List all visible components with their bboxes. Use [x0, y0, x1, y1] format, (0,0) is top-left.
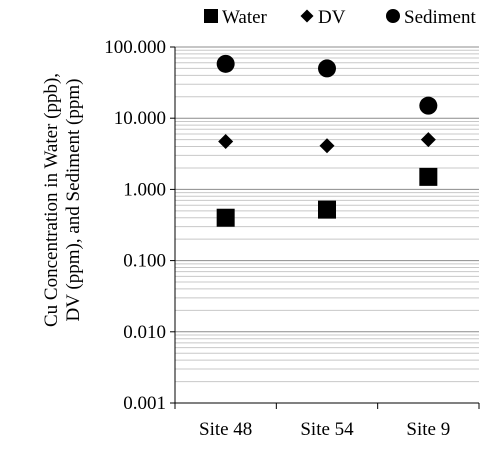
y-tick-label: 10.000: [114, 108, 166, 129]
data-marks: [216, 54, 438, 227]
x-tick-label: Site 9: [406, 419, 450, 440]
sediment-point: [419, 96, 438, 115]
y-tick-label: 100.000: [104, 37, 166, 58]
y-tick-label: 1.000: [123, 179, 166, 200]
water-point: [318, 200, 336, 219]
legend: Water DV Sediment: [204, 7, 476, 28]
water-point: [419, 167, 438, 186]
y-axis-title-line-1: Cu Concentration in Water (ppb),: [41, 73, 62, 327]
tick-labels: 100.000 10.000 1.000 0.100 0.010 0.001 Site 48…: [104, 37, 450, 440]
legend-marker-dv: [300, 9, 314, 23]
y-tick-label: 0.010: [123, 322, 166, 343]
legend-marker-sediment: [386, 9, 400, 23]
legend-label-water: Water: [222, 7, 268, 28]
y-axis-title-line-2: DV (ppm), and Sediment (ppm): [63, 79, 84, 322]
axes: [170, 46, 480, 409]
y-tick-label: 0.100: [123, 251, 166, 272]
y-tick-label: 0.001: [123, 393, 166, 414]
grid-lines: [175, 46, 479, 404]
legend-label-sediment: Sediment: [404, 7, 476, 28]
dv-point: [319, 138, 335, 154]
water-point: [216, 208, 235, 227]
x-tick-label: Site 54: [300, 419, 354, 440]
legend-marker-water: [204, 9, 218, 23]
sediment-point: [318, 59, 336, 78]
dv-point: [218, 134, 234, 150]
sediment-point: [216, 54, 235, 73]
x-tick-label: Site 48: [199, 419, 252, 440]
dv-point: [420, 132, 436, 148]
legend-label-dv: DV: [318, 7, 346, 28]
